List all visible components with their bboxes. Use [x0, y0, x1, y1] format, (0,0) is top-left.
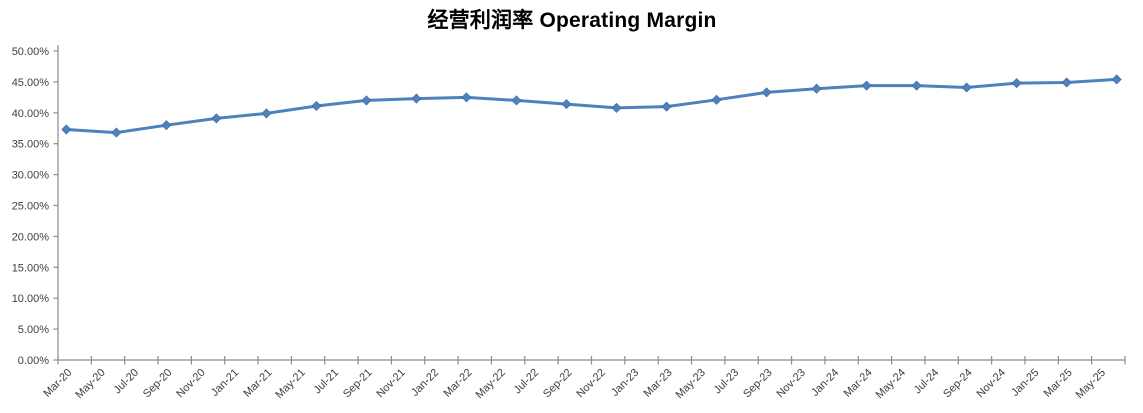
data-point-marker: [811, 83, 822, 94]
data-point-marker: [511, 95, 522, 106]
y-tick-label: 20.00%: [12, 231, 50, 243]
data-point-marker: [161, 120, 172, 131]
x-tick-label: Sep-24: [941, 367, 975, 401]
data-point-marker: [711, 94, 722, 105]
data-point-marker: [411, 93, 422, 104]
x-tick-label: May-25: [1074, 367, 1108, 401]
x-tick-label: Nov-23: [774, 367, 808, 401]
x-tick-label: May-20: [73, 367, 107, 401]
y-tick-label: 0.00%: [18, 355, 49, 367]
data-point-marker: [461, 92, 472, 103]
y-tick-label: 10.00%: [12, 293, 50, 305]
x-tick-label: Mar-21: [241, 367, 274, 400]
data-point-marker: [61, 124, 72, 135]
data-point-marker: [1061, 77, 1072, 88]
y-tick-label: 25.00%: [12, 201, 50, 213]
data-point-marker: [661, 101, 672, 112]
x-tick-label: Jul-22: [512, 367, 542, 397]
y-tick-label: 5.00%: [18, 324, 49, 336]
data-point-marker: [761, 87, 772, 98]
data-point-marker: [1011, 78, 1022, 89]
data-point-marker: [911, 80, 922, 91]
data-point-marker: [861, 80, 872, 91]
x-tick-label: Mar-20: [41, 367, 74, 400]
x-tick-label: May-21: [273, 367, 307, 401]
x-tick-label: Jan-23: [609, 367, 641, 399]
x-tick-label: Mar-22: [441, 367, 474, 400]
x-tick-label: Nov-21: [374, 367, 408, 401]
y-tick-label: 15.00%: [12, 262, 50, 274]
x-tick-label: Sep-21: [341, 367, 375, 401]
x-tick-label: Mar-25: [1042, 367, 1075, 400]
chart-title: 经营利润率 Operating Margin: [427, 9, 717, 32]
y-tick-label: 50.00%: [12, 46, 50, 58]
x-tick-label: Nov-22: [574, 367, 608, 401]
x-tick-label: Jan-22: [409, 367, 441, 399]
x-tick-label: May-22: [473, 367, 507, 401]
x-tick-label: Jul-24: [912, 367, 942, 397]
data-point-marker: [311, 100, 322, 112]
y-tick-label: 45.00%: [12, 77, 50, 89]
data-point-marker: [211, 113, 222, 124]
series-line: [64, 77, 1119, 135]
x-tick-label: Sep-22: [541, 367, 575, 401]
x-tick-label: Jul-20: [111, 367, 141, 397]
data-point-marker: [561, 99, 572, 110]
x-tick-label: Mar-23: [642, 367, 675, 400]
data-point-marker: [361, 95, 372, 106]
y-tick-label: 35.00%: [12, 139, 50, 151]
data-point-marker: [261, 108, 272, 119]
x-tick-label: May-24: [874, 367, 908, 401]
x-tick-label: Jan-25: [1009, 367, 1041, 399]
x-tick-label: Jan-24: [809, 367, 841, 399]
data-point-marker: [961, 82, 972, 93]
x-tick-label: Jul-23: [712, 367, 742, 397]
data-point-marker: [111, 127, 122, 138]
data-point-marker: [1111, 74, 1122, 85]
x-tick-label: Nov-24: [975, 367, 1009, 401]
x-tick-label: May-23: [674, 367, 708, 401]
x-tick-label: Jul-21: [312, 367, 342, 397]
y-tick-label: 30.00%: [12, 170, 50, 182]
data-point-marker: [611, 102, 622, 113]
x-tick-label: Sep-23: [741, 367, 775, 401]
x-tick-label: Sep-20: [141, 367, 175, 401]
x-tick-label: Jan-21: [209, 367, 241, 399]
x-tick-label: Nov-20: [174, 367, 208, 401]
x-tick-label: Mar-24: [842, 367, 875, 400]
y-tick-label: 40.00%: [12, 108, 50, 120]
